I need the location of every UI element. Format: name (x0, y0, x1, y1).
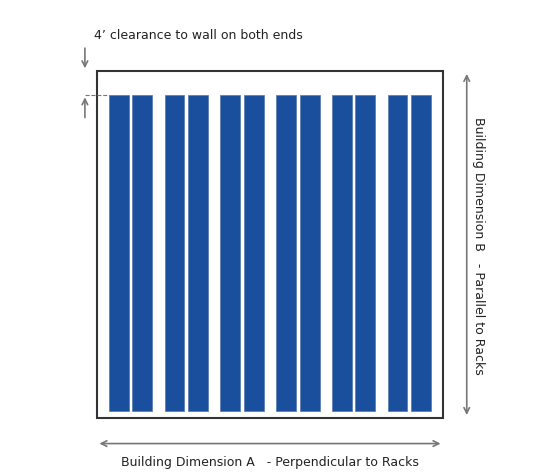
Bar (132, 95, 152, 411)
Bar (220, 95, 240, 411)
Text: Building Dimension A   - Perpendicular to Racks: Building Dimension A - Perpendicular to … (121, 456, 419, 468)
Bar (411, 95, 431, 411)
Text: 4’ clearance to wall on both ends: 4’ clearance to wall on both ends (94, 29, 303, 41)
Bar (165, 95, 184, 411)
Bar (109, 95, 129, 411)
Bar (96, 72, 443, 418)
Text: Building Dimension B   - Parallel to Racks: Building Dimension B - Parallel to Racks (472, 116, 485, 374)
Bar (356, 95, 376, 411)
Bar (388, 95, 408, 411)
Bar (332, 95, 352, 411)
Bar (276, 95, 296, 411)
Bar (244, 95, 264, 411)
Bar (300, 95, 320, 411)
Bar (188, 95, 208, 411)
